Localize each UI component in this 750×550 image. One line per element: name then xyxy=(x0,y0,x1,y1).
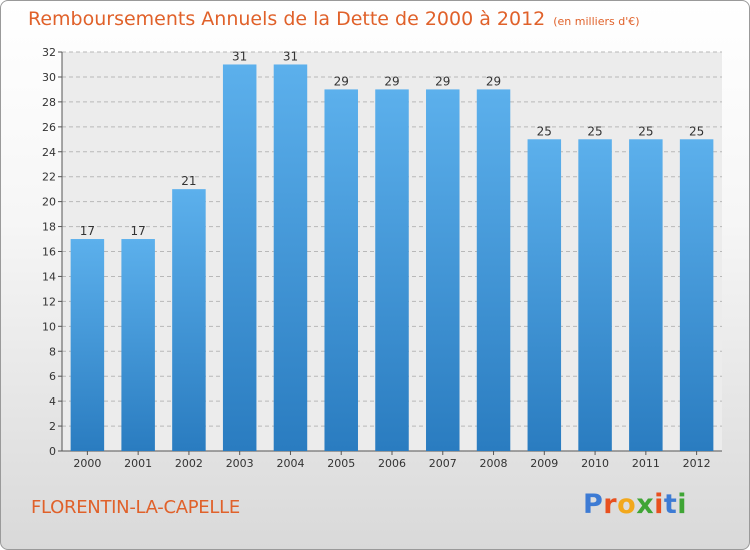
x-tick-label: 2009 xyxy=(530,457,558,470)
bar xyxy=(578,139,612,451)
x-tick-label: 2000 xyxy=(73,457,101,470)
x-tick-label: 2003 xyxy=(226,457,254,470)
x-tick-label: 2002 xyxy=(175,457,203,470)
data-label: 29 xyxy=(486,74,501,88)
logo-letter: r xyxy=(603,489,618,520)
y-tick-label: 28 xyxy=(42,96,56,109)
x-tick-label: 2008 xyxy=(480,457,508,470)
y-tick-label: 8 xyxy=(49,345,56,358)
y-tick-label: 22 xyxy=(42,171,56,184)
logo-letter: P xyxy=(583,489,604,520)
x-tick-label: 2001 xyxy=(124,457,152,470)
logo-letter: x xyxy=(636,489,655,520)
y-tick-label: 6 xyxy=(49,370,56,383)
logo-letter: o xyxy=(617,489,637,520)
logo-letter: t xyxy=(663,489,678,520)
y-tick-label: 12 xyxy=(42,295,56,308)
data-label: 29 xyxy=(435,74,450,88)
bar xyxy=(121,239,155,451)
x-tick-label: 2012 xyxy=(683,457,711,470)
bar xyxy=(324,89,358,451)
x-tick-label: 2011 xyxy=(632,457,660,470)
chart-title-text: Remboursements Annuels de la Dette de 20… xyxy=(28,8,546,30)
y-tick-label: 18 xyxy=(42,221,56,234)
data-label: 31 xyxy=(283,49,298,63)
data-label: 29 xyxy=(384,74,399,88)
data-label: 25 xyxy=(537,124,552,138)
y-tick-label: 30 xyxy=(42,71,56,84)
bar xyxy=(679,139,714,451)
y-tick-label: 2 xyxy=(49,420,56,433)
y-tick-label: 20 xyxy=(42,196,56,209)
x-tick-label: 2010 xyxy=(581,457,609,470)
bar xyxy=(273,64,308,451)
commune-name: FLORENTIN-LA-CAPELLE xyxy=(31,497,240,518)
logo-letter: i xyxy=(677,489,688,520)
data-label: 17 xyxy=(80,224,95,238)
bar xyxy=(222,64,257,451)
data-label: 25 xyxy=(638,124,653,138)
bar xyxy=(629,139,663,451)
chart-subtitle: (en milliers d'€) xyxy=(553,15,640,28)
bar xyxy=(476,89,511,451)
y-tick-label: 26 xyxy=(42,121,56,134)
logo-letter: i xyxy=(654,489,664,520)
y-tick-label: 10 xyxy=(42,320,56,333)
data-label: 25 xyxy=(689,124,704,138)
bar xyxy=(172,189,206,451)
proxiti-logo: Proxiti xyxy=(583,489,687,520)
data-label: 21 xyxy=(181,174,196,188)
bar xyxy=(375,89,409,451)
y-tick-label: 4 xyxy=(49,395,56,408)
x-tick-label: 2006 xyxy=(378,457,406,470)
x-tick-label: 2004 xyxy=(276,457,304,470)
bar xyxy=(527,139,562,451)
y-tick-label: 32 xyxy=(42,46,56,59)
y-tick-label: 14 xyxy=(42,270,56,283)
data-label: 31 xyxy=(232,49,247,63)
data-label: 17 xyxy=(131,224,146,238)
bar xyxy=(426,89,460,451)
data-label: 29 xyxy=(334,74,349,88)
y-tick-label: 0 xyxy=(49,445,56,458)
data-label: 25 xyxy=(587,124,602,138)
x-tick-label: 2005 xyxy=(327,457,355,470)
x-tick-label: 2007 xyxy=(429,457,457,470)
y-tick-label: 24 xyxy=(42,146,56,159)
bar xyxy=(70,239,105,451)
chart-title: Remboursements Annuels de la Dette de 20… xyxy=(28,8,640,30)
y-tick-label: 16 xyxy=(42,246,56,259)
